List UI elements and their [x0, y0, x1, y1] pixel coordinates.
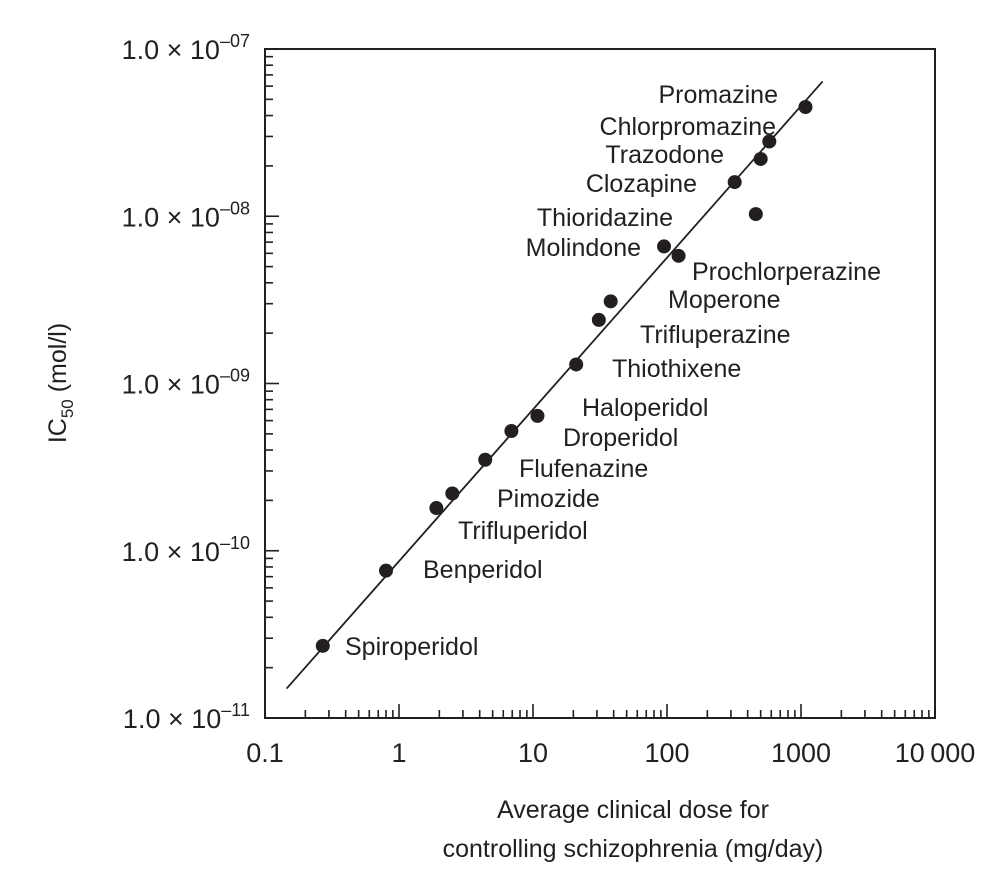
plot-frame-group — [264, 48, 936, 719]
y-tick-label: 1.0 × 10–11 — [123, 700, 250, 734]
y-tick-exponent: –10 — [220, 533, 250, 553]
data-points-group — [315, 100, 813, 653]
y-tick-base: 10 — [190, 35, 220, 65]
y-tick-label: 1.0 × 10–09 — [122, 366, 250, 400]
fit-line-group — [285, 80, 824, 690]
point-label-trifluperidol: Trifluperidol — [458, 517, 588, 545]
x-tick-label: 100 — [644, 738, 689, 768]
y-tick-mantissa: 1.0 — [122, 370, 167, 400]
data-point — [379, 563, 394, 578]
data-point — [753, 151, 768, 166]
x-tick-label: 10 000 — [895, 738, 976, 768]
data-point — [798, 100, 813, 115]
y-tick-base: 10 — [190, 537, 220, 567]
y-tick-times: × — [167, 537, 190, 567]
point-label-clozapine: Clozapine — [586, 170, 697, 198]
y-tick-mantissa: 1.0 — [122, 35, 167, 65]
point-label-thioridazine: Thioridazine — [537, 204, 673, 232]
point-label-pimozide: Pimozide — [497, 485, 600, 513]
point-label-promazine: Promazine — [659, 81, 779, 109]
data-point — [478, 452, 493, 467]
y-tick-times: × — [167, 202, 190, 232]
point-label-trazodone: Trazodone — [605, 141, 724, 169]
point-label-haloperidol: Haloperidol — [582, 394, 708, 422]
y-tick-exponent: –08 — [220, 198, 250, 218]
data-point — [591, 312, 606, 327]
data-point — [748, 207, 763, 222]
point-label-flufenazine: Flufenazine — [519, 455, 648, 483]
y-tick-label: 1.0 × 10–07 — [122, 31, 250, 65]
x-tick-label: 1 — [391, 738, 406, 768]
point-label-droperidol: Droperidol — [563, 424, 678, 452]
point-label-thiothixene: Thiothixene — [612, 355, 741, 383]
regression-line — [285, 80, 824, 690]
y-tick-mantissa: 1.0 — [122, 537, 167, 567]
y-tick-label: 1.0 × 10–10 — [122, 533, 250, 567]
x-axis-label-line-2: controlling schizophrenia (mg/day) — [443, 835, 824, 863]
data-point — [504, 423, 519, 438]
data-point — [315, 638, 330, 653]
y-tick-mantissa: 1.0 — [122, 202, 167, 232]
plot-frame — [264, 48, 936, 719]
svg-text:IC50 (mol/l): IC50 (mol/l) — [44, 323, 77, 443]
y-tick-exponent: –09 — [220, 366, 250, 386]
y-tick-base: 10 — [191, 704, 221, 734]
point-label-trifluperazine: Trifluperazine — [640, 321, 791, 349]
y-axis-label-subscript: 50 — [58, 399, 77, 418]
x-tick-label: 1000 — [771, 738, 831, 768]
data-point — [569, 357, 584, 372]
x-tick-label: 10 — [518, 738, 548, 768]
y-tick-base: 10 — [190, 202, 220, 232]
y-axis-label-main: IC — [44, 418, 72, 443]
point-labels-group: Promazine ChlorpromazineTrazodoneClozapin… — [345, 81, 881, 661]
data-point — [603, 294, 618, 309]
y-tick-labels-group: 1.0 × 10–071.0 × 10–081.0 × 10–091.0 × 1… — [122, 31, 250, 734]
y-tick-base: 10 — [190, 370, 220, 400]
x-tick-label: 0.1 — [246, 738, 284, 768]
point-label-prochlorperazine: Prochlorperazine — [692, 258, 881, 286]
data-point — [762, 134, 777, 149]
point-label-chlorpromazine: Chlorpromazine — [600, 113, 776, 141]
y-tick-times: × — [167, 370, 190, 400]
point-label-benperidol: Benperidol — [423, 556, 543, 584]
y-tick-exponent: –07 — [220, 31, 250, 51]
tick-marks-group — [265, 48, 936, 718]
y-tick-mantissa: 1.0 — [123, 704, 168, 734]
point-label-moperone: Moperone — [668, 286, 781, 314]
data-point — [657, 239, 672, 254]
data-point — [727, 175, 742, 190]
data-point — [671, 248, 686, 263]
data-point — [429, 501, 444, 516]
y-axis-label-unit: (mol/l) — [44, 323, 72, 399]
y-tick-times: × — [167, 35, 190, 65]
y-tick-times: × — [168, 704, 191, 734]
y-axis-label: IC50 (mol/l) — [44, 323, 77, 443]
point-label-molindone: Molindone — [526, 234, 641, 262]
data-point — [445, 486, 460, 501]
y-tick-exponent: –11 — [221, 700, 250, 720]
data-point — [530, 408, 545, 423]
y-tick-label: 1.0 × 10–08 — [122, 198, 250, 232]
x-tick-labels-group: 0.1 1 10 100 1000 10 000 — [246, 738, 975, 768]
point-label-spiroperidol: Spiroperidol — [345, 633, 478, 661]
x-axis-label-line-1: Average clinical dose for — [497, 796, 769, 824]
